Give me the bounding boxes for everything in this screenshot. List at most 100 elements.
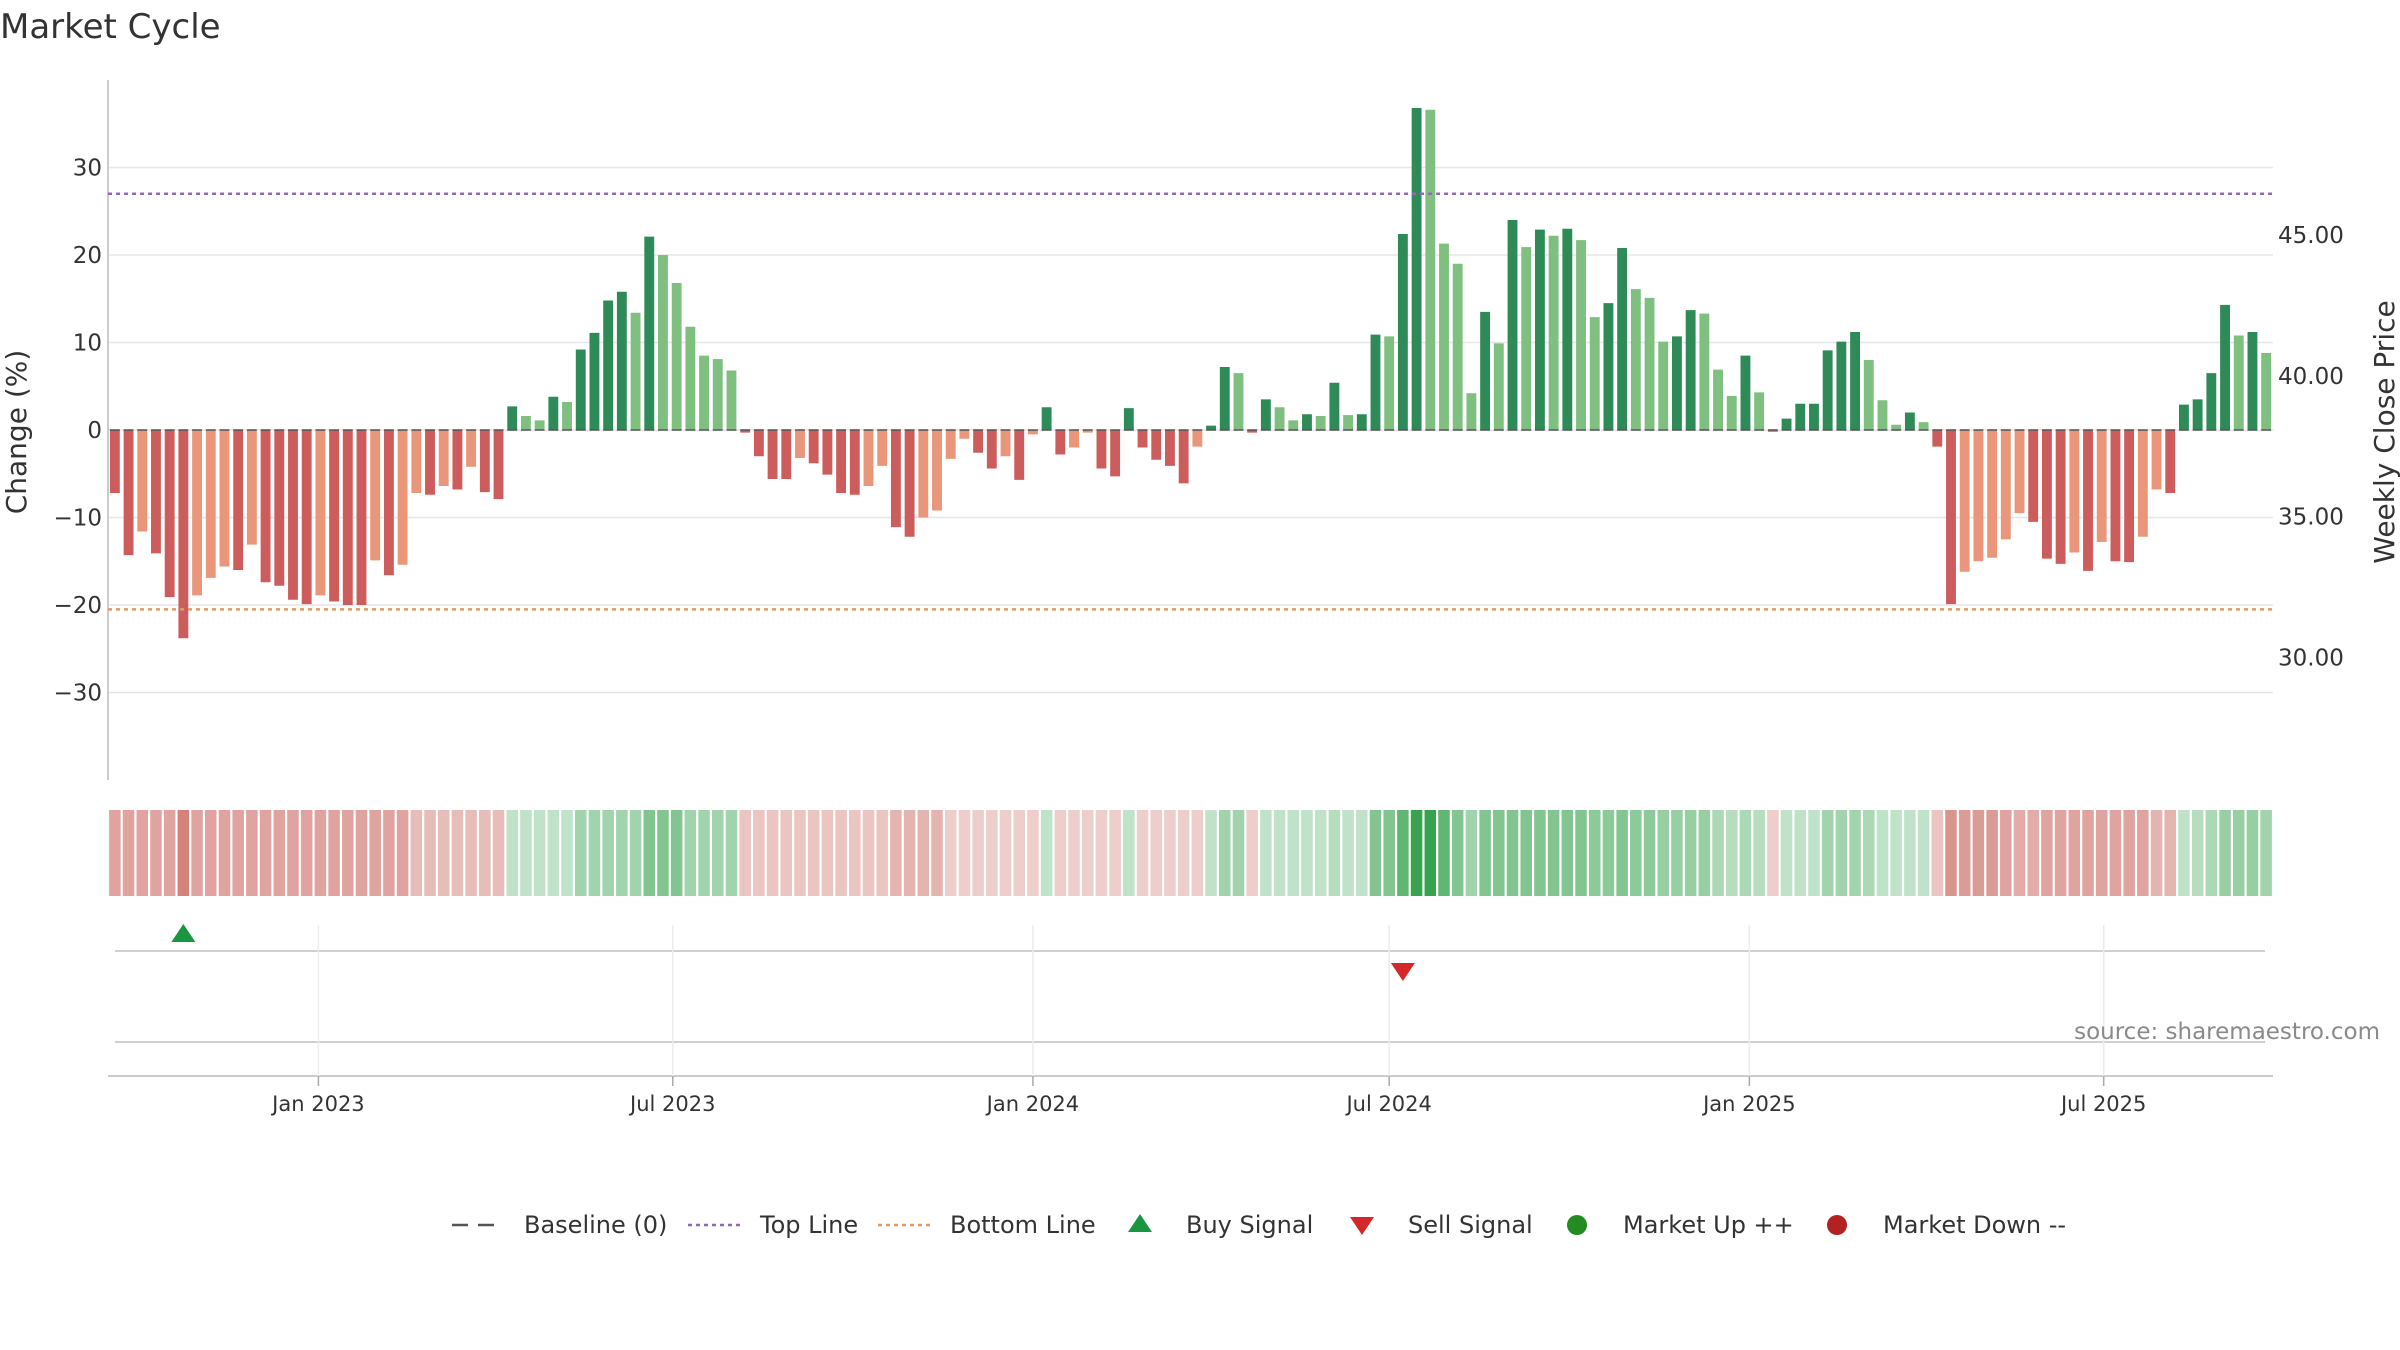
change-bar xyxy=(1014,430,1025,480)
strip-cell xyxy=(1725,810,1738,896)
strip-cell xyxy=(821,810,834,896)
change-bar xyxy=(274,430,285,586)
strip-cell xyxy=(2041,810,2053,896)
y-tick-label: 30 xyxy=(73,156,102,182)
change-bar xyxy=(534,420,545,430)
strip-cell xyxy=(1095,810,1108,896)
strip-cell xyxy=(191,810,203,896)
strip-cell xyxy=(2109,810,2122,896)
change-bar xyxy=(1507,220,1518,430)
strip-cell xyxy=(2205,810,2218,896)
cycle-heat-strip xyxy=(109,810,2272,896)
change-bar xyxy=(479,430,490,493)
change-bar xyxy=(109,430,120,493)
strip-cell xyxy=(725,810,738,896)
strip-cell xyxy=(643,810,656,896)
signal-row xyxy=(115,924,2265,1043)
change-bar xyxy=(1247,430,1258,433)
change-bar xyxy=(685,326,696,430)
change-bar xyxy=(2179,404,2189,430)
change-bar xyxy=(1192,430,1203,447)
change-bar xyxy=(986,430,997,469)
change-bar xyxy=(822,430,833,475)
change-bar xyxy=(836,430,847,493)
y2-tick-label: 40.00 xyxy=(2278,364,2344,390)
change-bar xyxy=(1713,369,1723,430)
strip-cell xyxy=(109,810,121,896)
change-bar xyxy=(137,430,148,532)
strip-cell xyxy=(684,810,697,896)
strip-cell xyxy=(533,810,546,896)
change-bar xyxy=(356,430,367,605)
change-bar xyxy=(1397,234,1408,430)
strip-cell xyxy=(986,810,998,896)
strip-cell xyxy=(1287,810,1300,896)
change-bar xyxy=(1822,350,1833,430)
change-bar xyxy=(438,430,449,486)
strip-cell xyxy=(629,810,642,896)
strip-cell xyxy=(1520,810,1532,896)
change-bar xyxy=(151,430,161,554)
strip-cell xyxy=(1630,810,1642,896)
strip-cell xyxy=(1849,810,1861,896)
change-bars xyxy=(109,108,2272,639)
change-bar xyxy=(164,430,175,598)
change-bar xyxy=(1452,263,1463,430)
legend-item: Top Line xyxy=(688,1211,858,1239)
change-bar xyxy=(562,402,572,430)
change-bar xyxy=(1356,414,1367,430)
strip-cell xyxy=(739,810,751,896)
strip-cell xyxy=(177,810,190,896)
strip-cell xyxy=(2219,810,2231,896)
y-axis-ticks: 30 20 10 0 −10 −20 −30 xyxy=(53,156,102,707)
strip-cell xyxy=(1561,810,1574,896)
strip-cell xyxy=(1397,810,1409,896)
strip-cell xyxy=(588,810,601,896)
y2-tick-label: 45.00 xyxy=(2278,223,2344,249)
change-bar xyxy=(781,430,792,479)
strip-cell xyxy=(2232,810,2245,896)
change-bar xyxy=(370,430,381,561)
strip-cell xyxy=(163,810,176,896)
change-bar xyxy=(2151,430,2162,490)
change-bar xyxy=(1795,403,1806,430)
change-bar xyxy=(1480,311,1491,430)
change-bar xyxy=(1521,247,1532,430)
chart-title: Market Cycle xyxy=(0,7,221,47)
strip-cell xyxy=(1040,810,1053,896)
strip-cell xyxy=(712,810,724,896)
change-bar xyxy=(411,430,422,493)
change-bar xyxy=(863,430,874,486)
change-bar xyxy=(1315,416,1326,430)
change-bar xyxy=(1589,317,1600,430)
strip-cell xyxy=(205,810,217,896)
strip-cell xyxy=(1342,810,1354,896)
strip-cell xyxy=(342,810,354,896)
strip-cell xyxy=(2164,810,2176,896)
strip-cell xyxy=(1739,810,1752,896)
change-bar xyxy=(1932,430,1943,447)
change-bar xyxy=(1672,336,1682,430)
strip-cell xyxy=(766,810,779,896)
change-bar xyxy=(1178,430,1189,484)
change-bar xyxy=(616,291,627,430)
change-bar xyxy=(1548,235,1559,430)
change-bar xyxy=(1781,418,1792,430)
y-tick-label: 0 xyxy=(87,418,102,444)
change-bar xyxy=(2096,430,2107,542)
sell-signal-marker xyxy=(1390,963,1415,981)
legend-label: Bottom Line xyxy=(950,1211,1096,1239)
change-bar xyxy=(219,430,230,567)
strip-cell xyxy=(849,810,861,896)
change-bar xyxy=(795,430,805,458)
strip-cell xyxy=(218,810,231,896)
change-bar xyxy=(1918,422,1929,430)
change-bar xyxy=(2110,430,2121,562)
x-tick-label: Jul 2024 xyxy=(1344,1092,1431,1116)
strip-cell xyxy=(424,810,436,896)
strip-cell xyxy=(1219,810,1231,896)
change-bar xyxy=(1206,425,1216,430)
strip-cell xyxy=(2246,810,2259,896)
change-bar xyxy=(2206,373,2217,430)
strip-cell xyxy=(1314,810,1327,896)
